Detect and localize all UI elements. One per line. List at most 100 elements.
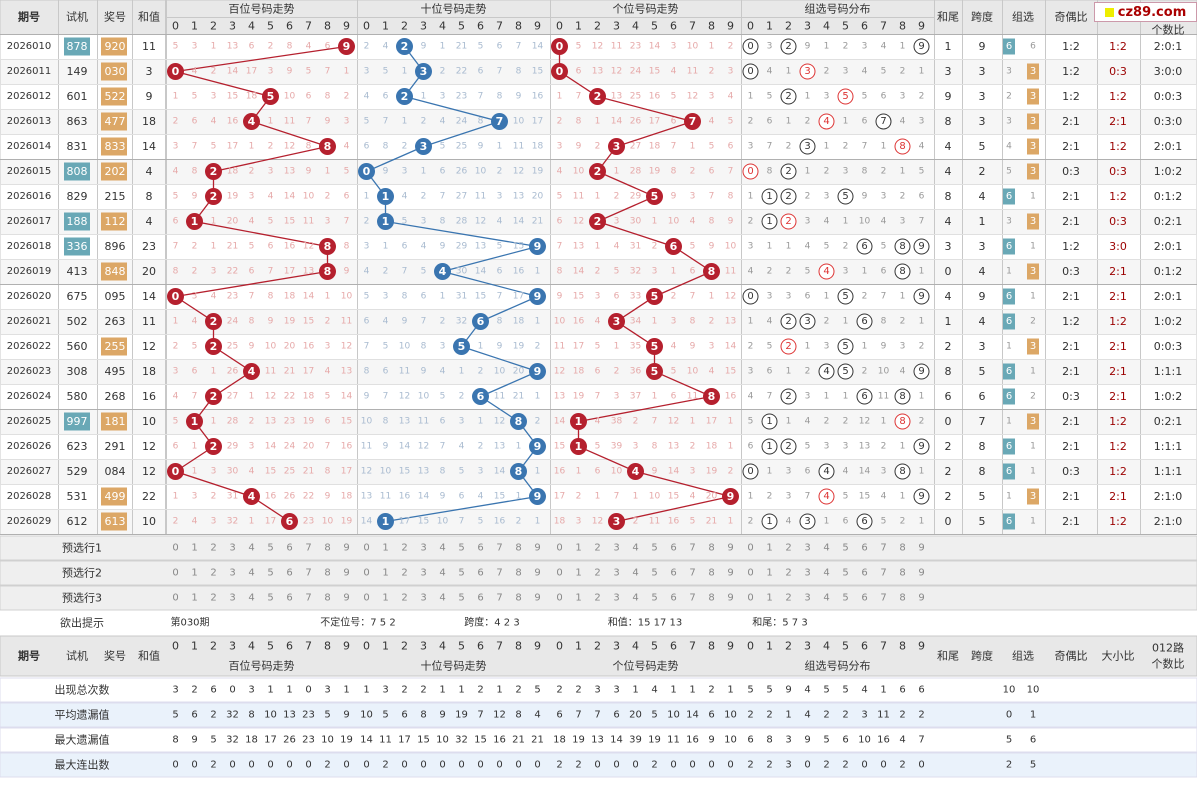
preselect-digit: 9 bbox=[534, 568, 540, 579]
group-ball-digit: 8 bbox=[899, 391, 905, 402]
omission-value: 15 bbox=[303, 317, 314, 327]
omission-value: 27 bbox=[630, 142, 641, 152]
group-ball bbox=[856, 313, 873, 330]
stats-group3: 6 bbox=[1030, 735, 1036, 746]
omission-value: 5 bbox=[557, 192, 563, 202]
omission-value: 8 bbox=[652, 442, 658, 452]
omission-value: 2 bbox=[325, 192, 331, 202]
group-tag bbox=[1003, 288, 1015, 305]
stats-value: 0 bbox=[727, 760, 733, 771]
omission-value: 16 bbox=[494, 517, 506, 527]
preselect-digit: 3 bbox=[420, 568, 426, 579]
omission-value: 15 bbox=[494, 492, 505, 502]
group-omission: 5 bbox=[1006, 167, 1012, 177]
sum-tail: 1 bbox=[945, 40, 952, 53]
group-omission: 2 bbox=[805, 367, 811, 377]
winning-ball bbox=[319, 238, 336, 255]
stats-value: 32 bbox=[226, 710, 239, 721]
preselect-digit: 4 bbox=[823, 593, 829, 604]
row-bg bbox=[0, 234, 1197, 259]
omission-value: 14 bbox=[725, 342, 737, 352]
header-digit: 8 bbox=[708, 20, 715, 33]
preselect-digit: 6 bbox=[286, 593, 292, 604]
route012-ratio: 1:1:1 bbox=[1154, 365, 1182, 378]
winning-ball-digit: 2 bbox=[210, 390, 218, 403]
preselect-digit: 8 bbox=[708, 568, 714, 579]
omission-value: 1 bbox=[652, 317, 658, 327]
preselect-digit: 3 bbox=[420, 593, 426, 604]
group-omission: 4 bbox=[748, 392, 754, 402]
stats-value: 2 bbox=[651, 760, 657, 771]
footer-digit: 4 bbox=[632, 640, 639, 653]
omission-value: 14 bbox=[265, 442, 277, 452]
preselect-digit: 7 bbox=[880, 568, 886, 579]
winning-ball bbox=[243, 488, 260, 505]
omission-value: 2 bbox=[421, 117, 427, 127]
omission-value: 13 bbox=[361, 492, 372, 502]
omission-value: 5 bbox=[421, 267, 427, 277]
omission-value: 19 bbox=[303, 417, 315, 427]
group-omission: 1 bbox=[900, 42, 906, 52]
group-omission: 5 bbox=[881, 242, 887, 252]
trial-number: 149 bbox=[67, 65, 88, 78]
group-ball-digit: 5 bbox=[842, 291, 848, 302]
omission-value: 3 bbox=[478, 467, 484, 477]
omission-value: 11 bbox=[399, 367, 410, 377]
group-omission: 2 bbox=[767, 267, 773, 277]
stats-value: 2 bbox=[823, 710, 829, 721]
big-small-ratio: 2:1 bbox=[1109, 490, 1127, 503]
winning-ball bbox=[551, 38, 568, 55]
group-omission: 4 bbox=[805, 417, 811, 427]
omission-value: 1 bbox=[383, 242, 389, 252]
group-omission: 2 bbox=[805, 117, 811, 127]
omission-value: 4 bbox=[709, 367, 715, 377]
omission-value: 5 bbox=[671, 92, 677, 102]
stats-value: 8 bbox=[515, 710, 521, 721]
omission-value: 3 bbox=[576, 517, 582, 527]
omission-value: 14 bbox=[532, 42, 544, 52]
footer-route012: 012路 bbox=[1152, 642, 1184, 655]
footer-digit: 3 bbox=[804, 640, 811, 653]
omission-value: 12 bbox=[513, 167, 524, 177]
site-logo[interactable]: cz89.com bbox=[1094, 2, 1197, 22]
preselect-digit: 7 bbox=[305, 568, 311, 579]
preselect-digit: 6 bbox=[861, 568, 867, 579]
stats-value: 6 bbox=[556, 710, 562, 721]
group-ball bbox=[780, 188, 797, 205]
omission-value: 2 bbox=[516, 517, 522, 527]
omission-value: 1 bbox=[535, 317, 541, 327]
footer-route012b: 个数比 bbox=[1152, 658, 1185, 671]
group-omission: 2 bbox=[1030, 317, 1036, 327]
omission-value: 3 bbox=[249, 192, 255, 202]
preselect-digit: 1 bbox=[382, 568, 388, 579]
hint-sum: 和值：15 17 13 bbox=[608, 616, 683, 629]
omission-value: 8 bbox=[325, 92, 331, 102]
stats-value: 2 bbox=[515, 685, 521, 696]
omission-value: 1 bbox=[516, 492, 522, 502]
group-omission: 11 bbox=[878, 392, 889, 402]
omission-value: 1 bbox=[211, 217, 217, 227]
omission-value: 1 bbox=[211, 42, 217, 52]
sum-value: 22 bbox=[142, 490, 156, 503]
stats-value: 0 bbox=[880, 760, 886, 771]
sum-value: 12 bbox=[142, 465, 156, 478]
footer-digit: 3 bbox=[613, 640, 620, 653]
omission-value: 2 bbox=[690, 442, 696, 452]
group-omission: 8 bbox=[767, 167, 773, 177]
stats-value: 5 bbox=[823, 685, 829, 696]
group-type: 3 bbox=[1030, 116, 1036, 127]
winning-ball-digit: 6 bbox=[670, 240, 678, 253]
winning-ball-digit: 4 bbox=[439, 265, 447, 278]
group-omission: 1 bbox=[900, 292, 906, 302]
stats-value: 0 bbox=[918, 760, 924, 771]
omission-value: 17 bbox=[246, 67, 257, 77]
omission-value: 15 bbox=[475, 292, 486, 302]
omission-value: 2 bbox=[671, 292, 677, 302]
omission-value: 11 bbox=[418, 417, 429, 427]
preselect-digit: 3 bbox=[804, 543, 810, 554]
omission-value: 15 bbox=[341, 417, 352, 427]
omission-value: 3 bbox=[211, 467, 217, 477]
trial-number: 675 bbox=[67, 290, 88, 303]
group-omission: 1 bbox=[919, 517, 925, 527]
preselect-digit: 1 bbox=[191, 593, 197, 604]
